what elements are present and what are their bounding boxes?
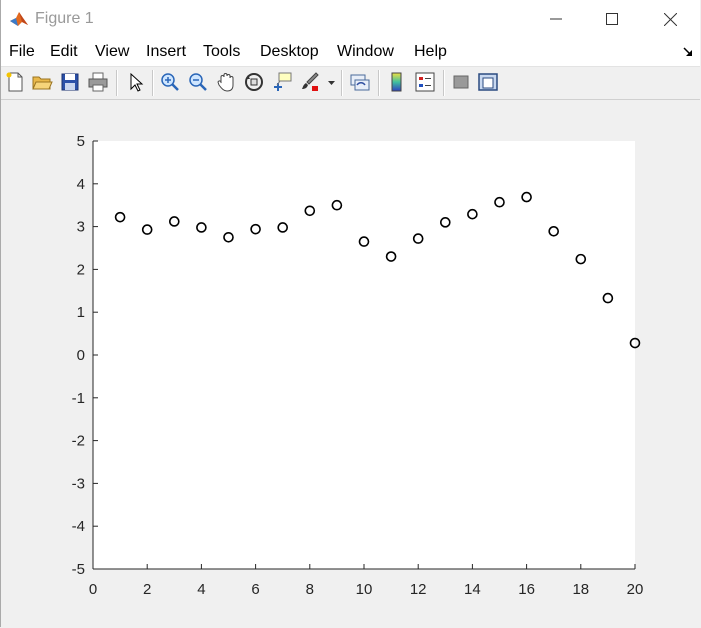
- y-tick-label: -2: [72, 433, 85, 450]
- y-tick-label: -4: [72, 518, 85, 535]
- pan-icon[interactable]: [215, 71, 237, 93]
- menu-tools[interactable]: Tools: [203, 43, 241, 60]
- menu-view[interactable]: View: [95, 43, 130, 60]
- zoom-in-icon[interactable]: [159, 71, 181, 93]
- x-tick-label: 10: [356, 581, 373, 598]
- x-tick-label: 8: [306, 581, 314, 598]
- data-point: [385, 251, 397, 262]
- brush-icon[interactable]: [299, 71, 321, 93]
- toolbar-separator: [443, 70, 445, 96]
- x-tick-label: 12: [410, 581, 427, 598]
- open-file-icon[interactable]: [31, 71, 53, 93]
- y-tick-label: 3: [77, 219, 85, 236]
- edit-plot-icon[interactable]: [125, 71, 147, 93]
- x-tick-label: 6: [251, 581, 259, 598]
- data-point: [141, 224, 153, 235]
- data-point: [358, 236, 370, 247]
- close-icon: [663, 12, 677, 26]
- show-plot-tools-icon[interactable]: [477, 71, 499, 93]
- data-point: [629, 337, 641, 349]
- menu-desktop[interactable]: Desktop: [260, 43, 319, 60]
- data-point: [277, 222, 289, 233]
- rotate-3d-icon[interactable]: [243, 71, 265, 93]
- y-tick-label: -1: [72, 390, 85, 407]
- y-tick-label: 0: [77, 347, 85, 364]
- data-point: [494, 196, 505, 208]
- data-point: [521, 191, 532, 203]
- data-point: [250, 223, 261, 235]
- data-point: [575, 253, 587, 265]
- figure-canvas: 0 2 4 6 8 10 12 14 16 18 20 5 4 3 2 1 0 -1 -2 -3 -4 -5: [1, 100, 700, 627]
- toolbar: [1, 67, 700, 100]
- toolbar-separator: [152, 70, 154, 96]
- maximize-icon: [606, 13, 618, 25]
- colorbar-icon[interactable]: [386, 71, 408, 93]
- close-button[interactable]: [647, 0, 693, 38]
- print-icon[interactable]: [87, 71, 109, 93]
- x-tick-label: 14: [464, 581, 481, 598]
- data-point: [114, 211, 126, 223]
- x-tick-label: 4: [197, 581, 205, 598]
- matlab-icon: [10, 12, 28, 26]
- legend-icon[interactable]: [414, 71, 436, 93]
- y-tick-label: -3: [72, 475, 85, 492]
- data-point: [602, 292, 614, 304]
- y-tick-label: -5: [72, 561, 85, 578]
- minimize-icon: [550, 18, 562, 20]
- x-tick-label: 18: [572, 581, 589, 598]
- data-point: [196, 222, 207, 233]
- menu-bar: File Edit View Insert Tools Desktop Wind…: [1, 38, 700, 67]
- y-tick-label: 5: [77, 133, 85, 150]
- x-tick-label: 0: [89, 581, 97, 598]
- data-point: [412, 233, 424, 244]
- link-plot-icon[interactable]: [349, 71, 371, 93]
- menu-file[interactable]: File: [9, 43, 35, 60]
- brush-dropdown-icon[interactable]: [328, 80, 335, 86]
- dock-arrow-icon[interactable]: [682, 46, 694, 58]
- data-cursor-icon[interactable]: [271, 71, 293, 93]
- minimize-button[interactable]: [533, 0, 579, 38]
- data-point: [548, 226, 560, 237]
- y-tick-label: 1: [77, 304, 85, 321]
- menu-help[interactable]: Help: [414, 43, 447, 60]
- data-point: [169, 216, 180, 227]
- zoom-out-icon[interactable]: [187, 71, 209, 93]
- menu-window[interactable]: Window: [337, 43, 394, 60]
- toolbar-separator: [116, 70, 118, 96]
- data-point: [439, 217, 451, 228]
- toolbar-separator: [341, 70, 343, 96]
- x-tick-label: 2: [143, 581, 151, 598]
- x-tick-label: 16: [518, 581, 535, 598]
- data-point: [331, 199, 343, 211]
- save-icon[interactable]: [59, 71, 81, 93]
- hide-plot-tools-icon[interactable]: [450, 71, 472, 93]
- maximize-button[interactable]: [589, 0, 635, 38]
- y-tick-label: 4: [77, 176, 85, 193]
- toolbar-separator: [378, 70, 380, 96]
- axes-background: [93, 141, 635, 569]
- menu-insert[interactable]: Insert: [146, 43, 187, 60]
- title-bar[interactable]: Figure 1: [1, 0, 700, 38]
- new-figure-icon[interactable]: [4, 71, 26, 93]
- data-point: [223, 232, 234, 243]
- menu-edit[interactable]: Edit: [50, 43, 78, 60]
- y-tick-label: 2: [77, 261, 85, 278]
- data-point: [304, 205, 316, 217]
- window-title: Figure 1: [35, 10, 94, 27]
- x-tick-label: 20: [627, 581, 644, 598]
- data-point: [467, 208, 478, 220]
